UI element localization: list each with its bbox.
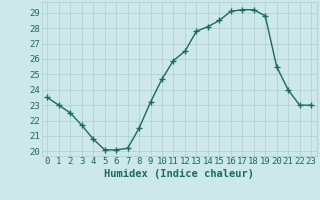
X-axis label: Humidex (Indice chaleur): Humidex (Indice chaleur): [104, 169, 254, 179]
